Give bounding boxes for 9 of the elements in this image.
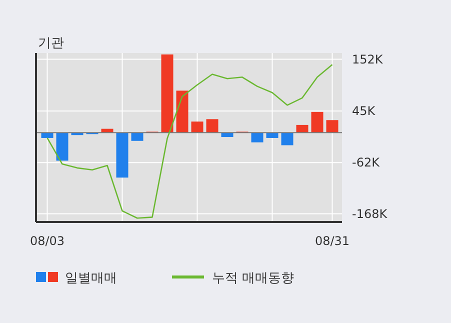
x-tick-label: 08/03 bbox=[30, 234, 65, 248]
legend-label: 누적 매매동향 bbox=[212, 271, 294, 286]
chart-title: 기관 bbox=[38, 36, 64, 51]
y-tick-label: -62K bbox=[352, 156, 381, 170]
y-tick-label: 45K bbox=[352, 104, 376, 118]
x-tick-label: 08/31 bbox=[314, 234, 350, 248]
legend-label: 일별매매 bbox=[65, 271, 117, 286]
y-tick-label: -168K bbox=[352, 206, 388, 221]
y-tick-label: 152K bbox=[352, 52, 384, 66]
